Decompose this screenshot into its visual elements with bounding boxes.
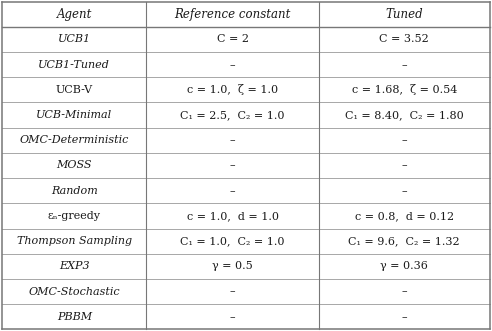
Text: PBBM: PBBM bbox=[57, 312, 92, 322]
Text: EXP3: EXP3 bbox=[59, 261, 90, 271]
Text: OMC-Stochastic: OMC-Stochastic bbox=[29, 287, 120, 297]
Text: –: – bbox=[401, 135, 407, 145]
Text: –: – bbox=[401, 287, 407, 297]
Text: MOSS: MOSS bbox=[57, 161, 92, 170]
Text: –: – bbox=[230, 312, 235, 322]
Text: Thompson Sampling: Thompson Sampling bbox=[17, 236, 132, 246]
Text: C₁ = 2.5,  C₂ = 1.0: C₁ = 2.5, C₂ = 1.0 bbox=[181, 110, 285, 120]
Text: C₁ = 1.0,  C₂ = 1.0: C₁ = 1.0, C₂ = 1.0 bbox=[181, 236, 285, 246]
Text: c = 1.68,  ζ = 0.54: c = 1.68, ζ = 0.54 bbox=[352, 84, 457, 95]
Text: –: – bbox=[401, 186, 407, 196]
Text: –: – bbox=[401, 312, 407, 322]
Text: OMC-Deterministic: OMC-Deterministic bbox=[20, 135, 129, 145]
Text: –: – bbox=[230, 135, 235, 145]
Text: UCB1: UCB1 bbox=[58, 34, 91, 44]
Text: c = 1.0,  ζ = 1.0: c = 1.0, ζ = 1.0 bbox=[187, 84, 278, 95]
Text: –: – bbox=[230, 60, 235, 70]
Text: –: – bbox=[230, 287, 235, 297]
Text: –: – bbox=[401, 161, 407, 170]
Text: εₙ-greedy: εₙ-greedy bbox=[48, 211, 101, 221]
Text: UCB1-Tuned: UCB1-Tuned bbox=[38, 60, 110, 70]
Text: γ = 0.5: γ = 0.5 bbox=[212, 261, 253, 271]
Text: –: – bbox=[230, 161, 235, 170]
Text: Random: Random bbox=[51, 186, 98, 196]
Text: C₁ = 9.6,  C₂ = 1.32: C₁ = 9.6, C₂ = 1.32 bbox=[348, 236, 460, 246]
Text: c = 1.0,  d = 1.0: c = 1.0, d = 1.0 bbox=[186, 211, 278, 221]
Text: Reference constant: Reference constant bbox=[175, 8, 291, 21]
Text: C = 2: C = 2 bbox=[216, 34, 248, 44]
Text: Agent: Agent bbox=[57, 8, 92, 21]
Text: –: – bbox=[230, 186, 235, 196]
Text: c = 0.8,  d = 0.12: c = 0.8, d = 0.12 bbox=[355, 211, 454, 221]
Text: γ = 0.36: γ = 0.36 bbox=[380, 261, 428, 271]
Text: C₁ = 8.40,  C₂ = 1.80: C₁ = 8.40, C₂ = 1.80 bbox=[345, 110, 463, 120]
Text: Tuned: Tuned bbox=[386, 8, 423, 21]
Text: C = 3.52: C = 3.52 bbox=[379, 34, 429, 44]
Text: UCB-Minimal: UCB-Minimal bbox=[36, 110, 112, 120]
Text: UCB-V: UCB-V bbox=[56, 85, 93, 95]
Text: –: – bbox=[401, 60, 407, 70]
